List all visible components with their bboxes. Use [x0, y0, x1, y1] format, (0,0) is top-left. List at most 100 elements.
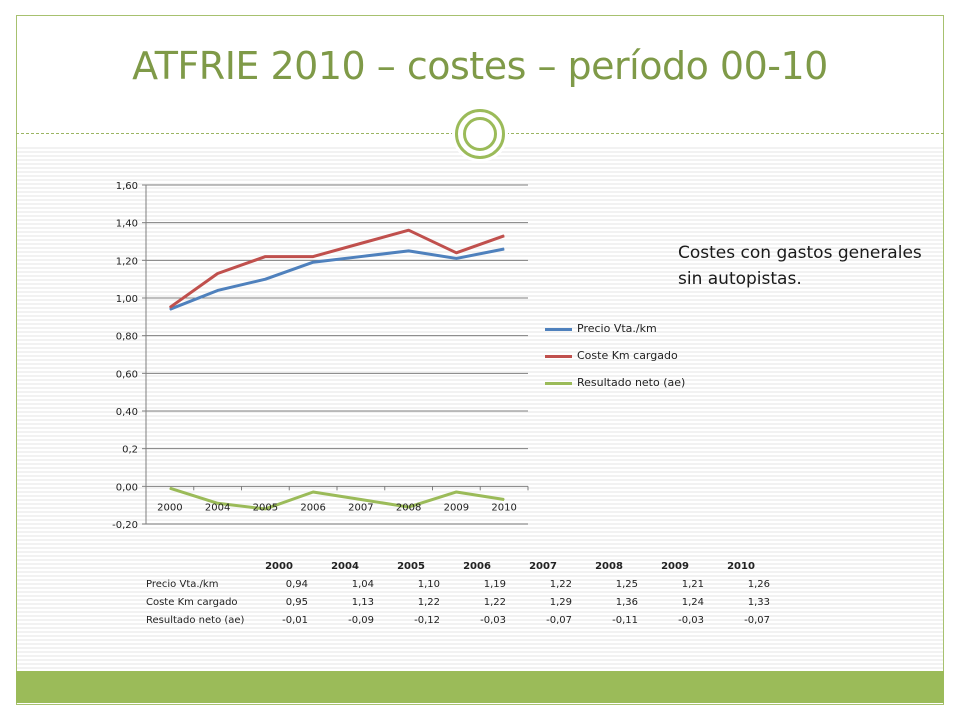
- data-point: [408, 506, 410, 508]
- y-tick-label: 1,00: [116, 294, 138, 305]
- table-cell: 1,22: [483, 596, 506, 608]
- x-tick-label: 2010: [491, 502, 516, 513]
- legend-swatch: [545, 328, 572, 331]
- inner-ring: [463, 117, 497, 151]
- y-tick-label: 0,2: [122, 445, 138, 456]
- table-cell: 1,10: [417, 578, 440, 590]
- x-tick-label: 2009: [444, 502, 469, 513]
- y-axis-ticks: -0,20 0,00 0,2 0,40 0,60 0,80 1,00 1,20 1,40 1,60: [112, 181, 138, 531]
- data-point: [360, 256, 362, 258]
- table-row-label: Precio Vta./km: [146, 578, 219, 590]
- table-header-cell: 2004: [331, 560, 359, 572]
- table-row: Resultado neto (ae) -0,01 -0,09 -0,12 -0,03 -…: [146, 611, 774, 629]
- table-cell: -0,03: [480, 614, 506, 626]
- circle-ornament-icon: [452, 106, 508, 162]
- data-point: [455, 257, 457, 259]
- table-row: Precio Vta./km 0,94 1,04 1,10 1,19 1,22 1,25 1,…: [146, 575, 774, 593]
- table-row-label: Resultado neto (ae): [146, 614, 245, 626]
- table-cell: -0,12: [414, 614, 440, 626]
- x-tick-label: 2004: [205, 502, 230, 513]
- data-point: [264, 278, 266, 280]
- data-point: [312, 491, 314, 493]
- series-line-2: [169, 486, 505, 511]
- table-cell: 1,04: [351, 578, 374, 590]
- series-line-0: [169, 247, 505, 311]
- table-cell: 1,25: [615, 578, 638, 590]
- x-tick-label: 2005: [253, 502, 278, 513]
- x-tick-label: 2007: [348, 502, 373, 513]
- table-cell: -0,11: [612, 614, 638, 626]
- table-header-row: 2000 2004 2005 2006 2007 2008 2009 2010: [146, 557, 774, 575]
- table-cell: -0,01: [282, 614, 308, 626]
- chart-note: Costes con gastos generales sin autopist…: [678, 243, 922, 289]
- data-point: [408, 229, 410, 231]
- table-cell: 1,26: [747, 578, 770, 590]
- data-point: [264, 508, 266, 510]
- data-point: [503, 235, 505, 237]
- y-tick-label: 0,00: [116, 482, 138, 493]
- data-point: [169, 487, 171, 489]
- y-tick-label: 0,60: [116, 369, 138, 380]
- table-cell: 1,22: [417, 596, 440, 608]
- table-header-cell: 2007: [529, 560, 557, 572]
- table-cell: 1,33: [747, 596, 770, 608]
- legend-swatch: [545, 355, 572, 358]
- data-point: [503, 499, 505, 501]
- data-table: 2000 2004 2005 2006 2007 2008 2009 2010 Precio …: [146, 557, 774, 629]
- table-body: Precio Vta./km 0,94 1,04 1,10 1,19 1,22 1,25 1,…: [146, 575, 774, 629]
- table-row: Coste Km cargado 0,95 1,13 1,22 1,22 1,29 1,36…: [146, 593, 774, 611]
- table-cell: -0,07: [546, 614, 572, 626]
- table-corner-cell: [146, 557, 246, 575]
- y-tick-label: 0,80: [116, 332, 138, 343]
- slide-title: ATFRIE 2010 – costes – período 00-10: [132, 44, 828, 88]
- data-point: [169, 308, 171, 310]
- data-point: [217, 289, 219, 291]
- y-tick-label: 0,40: [116, 407, 138, 418]
- table-cell: 1,22: [549, 578, 572, 590]
- content-area: [17, 147, 943, 670]
- table-cell: 1,19: [483, 578, 506, 590]
- table-cell: 1,24: [681, 596, 704, 608]
- table-cell: 0,95: [285, 596, 308, 608]
- y-tick-label: 1,20: [116, 256, 138, 267]
- data-point: [455, 252, 457, 254]
- footer-bar: [16, 671, 944, 703]
- table-cell: -0,09: [348, 614, 374, 626]
- data-point: [169, 306, 171, 308]
- table-cell: 1,21: [681, 578, 704, 590]
- legend-label: Resultado neto (ae): [577, 376, 686, 389]
- data-point: [503, 248, 505, 250]
- table-cell: -0,07: [744, 614, 770, 626]
- data-point: [217, 502, 219, 504]
- table-header-cell: 2010: [727, 560, 755, 572]
- chart-gridlines: [146, 184, 528, 525]
- table-cell: 0,94: [285, 578, 308, 590]
- data-point: [264, 256, 266, 258]
- table-header-cell: 2008: [595, 560, 623, 572]
- data-point: [360, 242, 362, 244]
- y-tick-label: -0,20: [112, 520, 138, 531]
- x-tick-label: 2006: [300, 502, 325, 513]
- series-line-1: [169, 228, 505, 309]
- chart-axes: [142, 184, 529, 525]
- chart-series: [169, 228, 505, 511]
- table-row-label: Coste Km cargado: [146, 596, 238, 608]
- legend-swatch: [545, 382, 572, 385]
- data-point: [408, 250, 410, 252]
- data-point: [312, 256, 314, 258]
- data-point: [217, 273, 219, 275]
- legend-label: Coste Km cargado: [577, 349, 678, 362]
- outer-ring: [455, 109, 505, 159]
- table-header-cell: 2005: [397, 560, 425, 572]
- table-cell: 1,36: [615, 596, 638, 608]
- legend-label: Precio Vta./km: [577, 322, 657, 335]
- data-point: [455, 491, 457, 493]
- table-header-cell: 2009: [661, 560, 689, 572]
- x-axis-ticks: 2000 2004 2005 2006 2007 2008 2009 2010: [157, 502, 517, 513]
- table-header-cell: 2006: [463, 560, 491, 572]
- data-point: [360, 499, 362, 501]
- x-tick-label: 2008: [396, 502, 421, 513]
- table-cell: 1,29: [549, 596, 572, 608]
- x-tick-label: 2000: [157, 502, 182, 513]
- y-tick-label: 1,40: [116, 219, 138, 230]
